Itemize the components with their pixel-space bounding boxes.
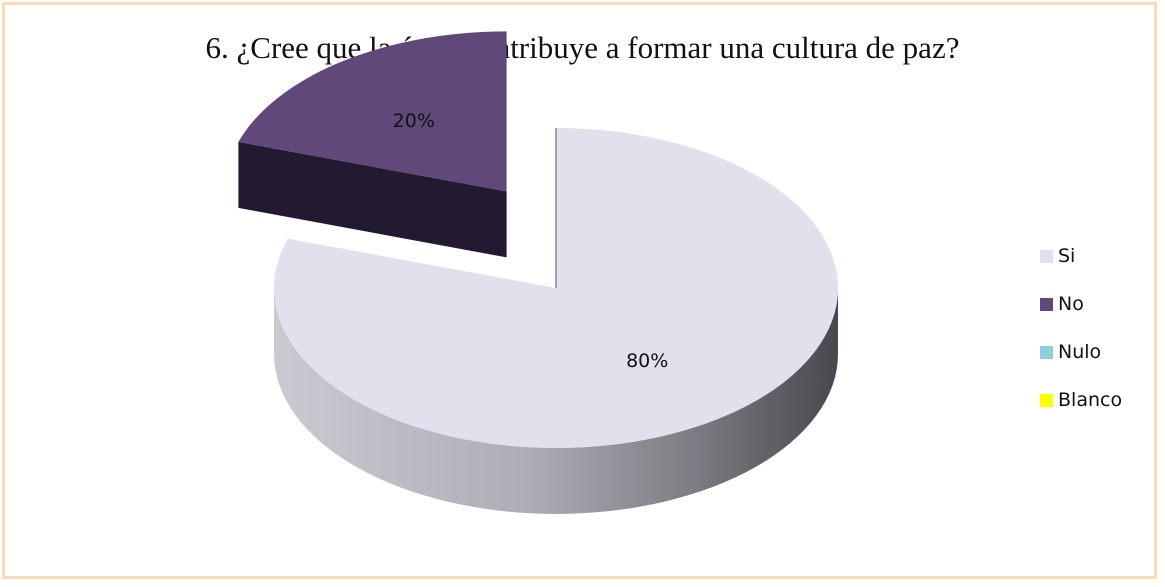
data-label-no: 20% [393,110,435,132]
legend-label-blanco: Blanco [1058,389,1123,411]
legend-swatch-si [1040,249,1053,263]
pie-slice-no [238,31,507,192]
legend-swatch-blanco [1040,393,1053,407]
legend-label-no: No [1058,293,1084,315]
data-labels: 80% 20% [393,110,669,372]
legend-label-si: Si [1058,245,1076,267]
legend-label-nulo: Nulo [1058,341,1102,363]
legend-swatch-no [1040,297,1053,311]
pie-rim-si [274,288,838,514]
legend-swatch-nulo [1040,345,1053,359]
legend-item-si: Si [1040,244,1122,268]
pie-wall-no [238,141,507,258]
data-label-si: 80% [626,350,668,372]
legend-item-nulo: Nulo [1040,340,1122,364]
chart-title: 6. ¿Cree que la ética contribuye a forma… [205,30,960,65]
pie-slices [238,31,839,514]
legend-item-blanco: Blanco [1040,388,1122,412]
legend-item-no: No [1040,292,1122,316]
legend: Si No Nulo Blanco [1040,244,1122,436]
